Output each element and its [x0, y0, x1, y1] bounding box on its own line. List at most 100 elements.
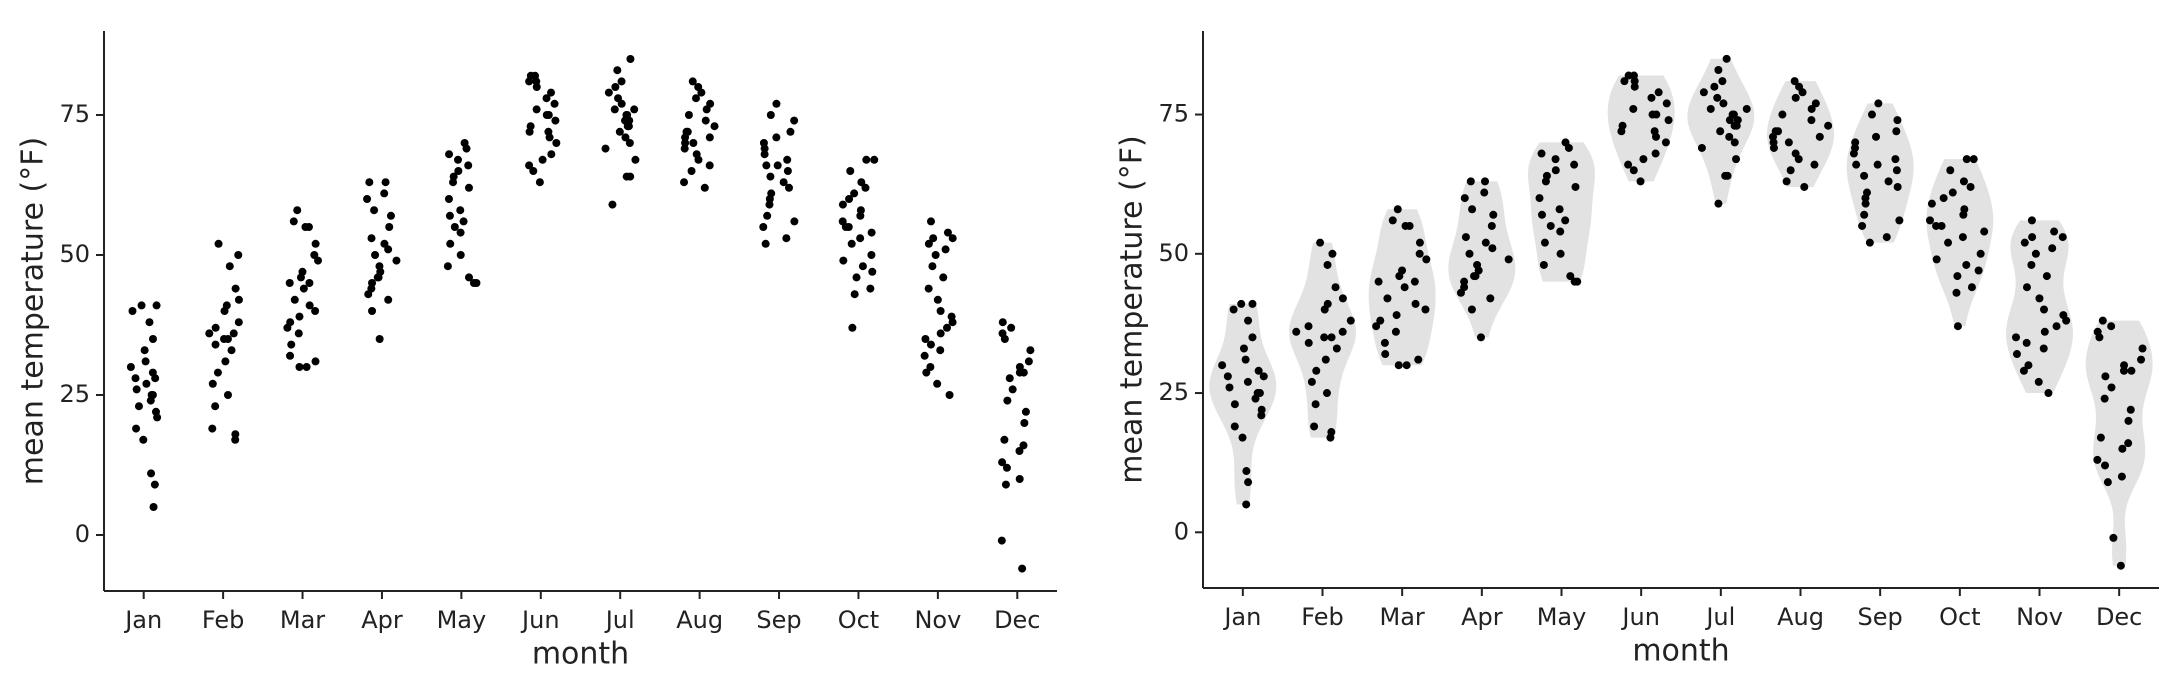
point — [231, 284, 240, 293]
point — [1725, 132, 1734, 141]
point — [550, 99, 559, 108]
point — [1714, 65, 1723, 74]
point — [1244, 316, 1253, 325]
point — [1248, 299, 1257, 308]
point — [1460, 283, 1469, 292]
point — [857, 178, 866, 187]
x-tick-label: Jun — [520, 606, 560, 634]
point — [1338, 327, 1347, 336]
point — [936, 329, 945, 338]
point — [2119, 366, 2128, 375]
point — [1974, 266, 1983, 275]
point — [464, 161, 473, 170]
point — [1860, 171, 1869, 180]
point — [1391, 327, 1400, 336]
point — [1946, 166, 1955, 175]
point — [692, 150, 701, 159]
point — [2012, 350, 2021, 359]
point — [929, 234, 938, 243]
point — [2031, 249, 2040, 258]
point — [1810, 160, 1819, 169]
point — [1962, 155, 1971, 164]
point — [1473, 260, 1482, 269]
y-tick-label: 0 — [1174, 517, 1189, 545]
point — [926, 340, 935, 349]
point — [1257, 405, 1266, 414]
x-tick-label: May — [437, 606, 487, 634]
point — [2034, 377, 2043, 386]
point — [761, 239, 770, 248]
point — [998, 458, 1007, 467]
point — [847, 239, 856, 248]
point — [783, 167, 792, 175]
point — [1629, 166, 1638, 175]
point — [2040, 327, 2049, 336]
point — [688, 77, 697, 86]
point — [1542, 171, 1551, 180]
point — [1005, 374, 1014, 383]
point — [211, 340, 220, 349]
point — [148, 368, 157, 377]
point — [2100, 394, 2109, 403]
point — [1872, 132, 1881, 141]
point — [1925, 216, 1934, 225]
point — [1411, 299, 1420, 308]
point — [1719, 99, 1728, 108]
point — [1304, 322, 1313, 331]
point — [868, 267, 877, 276]
point — [1893, 116, 1902, 125]
violin — [2085, 320, 2153, 566]
point — [1861, 199, 1870, 208]
point — [1824, 121, 1833, 130]
point — [1714, 199, 1723, 208]
point — [1718, 77, 1727, 86]
point — [1895, 216, 1904, 225]
point — [936, 346, 945, 355]
point — [547, 88, 556, 97]
point — [2098, 316, 2107, 325]
point — [921, 335, 930, 343]
point — [385, 223, 394, 231]
point — [2052, 322, 2061, 331]
point — [1664, 116, 1673, 125]
point — [1555, 205, 1564, 214]
point — [1699, 88, 1708, 97]
point — [772, 99, 781, 108]
point — [211, 402, 220, 411]
point — [694, 83, 703, 91]
point — [759, 223, 768, 231]
point — [443, 262, 452, 271]
point — [1374, 277, 1383, 286]
point — [611, 83, 620, 91]
point — [773, 161, 782, 170]
point — [1486, 294, 1495, 303]
point — [151, 407, 160, 416]
point — [542, 111, 551, 119]
point — [1980, 227, 1989, 236]
point — [1790, 77, 1799, 86]
point — [1697, 143, 1706, 152]
point — [139, 435, 148, 444]
point — [691, 94, 700, 103]
point — [2138, 344, 2147, 353]
x-tick-label: Aug — [1777, 603, 1824, 631]
point — [610, 105, 619, 114]
point — [134, 402, 143, 411]
point — [445, 211, 454, 220]
point — [1732, 155, 1741, 164]
point — [1487, 221, 1496, 230]
point — [1966, 182, 1975, 191]
point — [1322, 389, 1331, 398]
point — [1651, 149, 1660, 158]
point — [1892, 166, 1901, 175]
point — [1944, 238, 1953, 247]
point — [141, 357, 150, 366]
point — [850, 189, 859, 198]
point — [311, 357, 320, 366]
x-tick-label: Nov — [2016, 603, 2063, 631]
violin — [1926, 159, 1994, 327]
point — [760, 150, 769, 159]
point — [299, 284, 308, 293]
point — [623, 111, 632, 119]
point — [1292, 327, 1301, 336]
